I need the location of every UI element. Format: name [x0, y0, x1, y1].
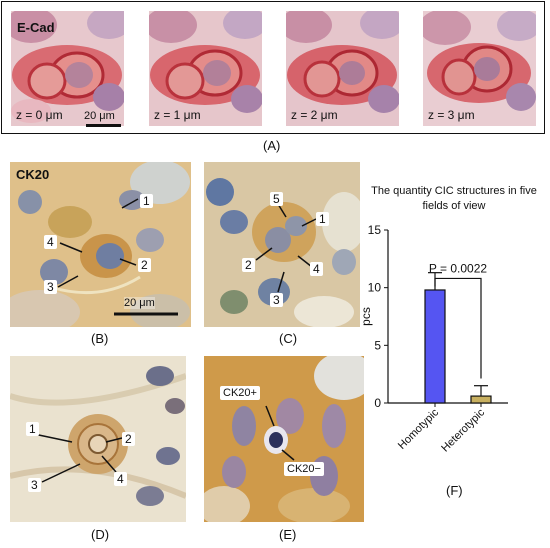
ecad-image-z3: z = 3 μm — [423, 11, 536, 126]
ck20-image-b: CK20 1 2 3 4 20 μm — [10, 162, 191, 327]
y-tick-label: 0 — [374, 396, 381, 410]
significance-bracket — [434, 277, 482, 379]
chart-title: The quantity CIC structures in five fiel… — [371, 185, 537, 212]
cell-number: 1 — [26, 422, 39, 436]
p-value-annotation: P = 0.0022 — [429, 261, 487, 275]
panel-label-d: (D) — [91, 527, 110, 542]
cell-number: 2 — [138, 258, 151, 272]
y-tick-label: 15 — [368, 223, 382, 237]
cell-number: 1 — [140, 194, 153, 208]
ecad-image-z1: z = 1 μm — [149, 11, 262, 126]
x-tick-label: Heterotypic — [439, 406, 487, 454]
z-depth-label: z = 1 μm — [154, 108, 201, 122]
cell-number: 3 — [28, 478, 41, 492]
y-tick-label: 5 — [374, 338, 381, 352]
z-depth-label: z = 3 μm — [428, 108, 475, 122]
tag-ck20-negative: CK20− — [284, 462, 324, 476]
scale-bar-label: 20 μm — [124, 297, 155, 309]
cell-number: 4 — [114, 472, 127, 486]
ecad-image-z0: z = 0 μm — [11, 11, 124, 126]
ecad-image-z2: z = 2 μm — [286, 11, 399, 126]
panel-label-e: (E) — [279, 527, 297, 542]
panel-label-b: (B) — [91, 331, 109, 346]
z-depth-label: z = 2 μm — [291, 108, 338, 122]
ck20-image-d: 1 2 3 4 — [10, 356, 186, 522]
y-axis-label: pcs — [359, 307, 373, 326]
scale-bar-label: 20 μm — [84, 110, 115, 122]
y-tick-label: 10 — [368, 281, 382, 295]
scale-bar — [86, 124, 121, 127]
bar-homotypic — [424, 289, 446, 404]
cell-number: 5 — [270, 192, 283, 206]
x-tick-label: Homotypic — [396, 406, 442, 452]
bar-heterotypic — [470, 395, 492, 404]
ck20-image-c: 5 1 2 4 3 — [204, 162, 360, 327]
stain-label-ecad: E-Cad — [17, 20, 55, 35]
cell-number: 2 — [122, 432, 135, 446]
cell-number: 3 — [44, 280, 57, 294]
panel-label-a: (A) — [263, 138, 281, 153]
cic-bar-chart: 0 5 10 15 pcs Homotypic Heterotypic P = 0.0022 — [358, 175, 550, 495]
panel-label-f: (F) — [446, 483, 463, 498]
stain-label-ck20: CK20 — [16, 167, 50, 182]
cell-number: 4 — [310, 262, 323, 276]
cell-number: 3 — [270, 293, 283, 307]
z-depth-label: z = 0 μm — [16, 108, 63, 122]
cell-number: 1 — [316, 212, 329, 226]
cell-number: 4 — [44, 235, 57, 249]
ck20-image-e: CK20+ CK20− — [204, 356, 364, 522]
panel-a-frame: z = 0 μm z = 1 μm z = 2 μm — [1, 1, 545, 134]
cell-number: 2 — [242, 258, 255, 272]
tag-ck20-positive: CK20+ — [220, 386, 260, 400]
panel-label-c: (C) — [279, 331, 298, 346]
